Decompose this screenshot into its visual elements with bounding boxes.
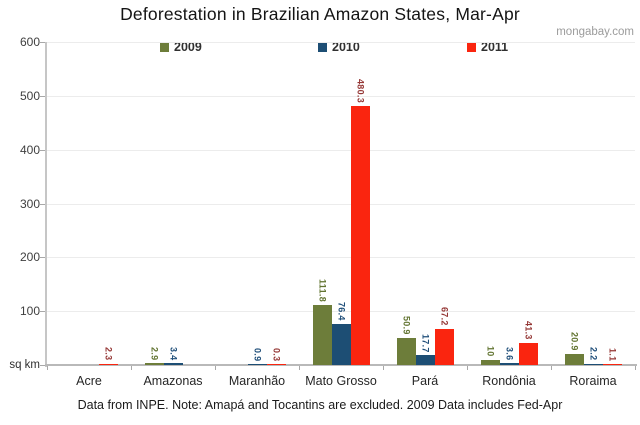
bar-2010-mato-grosso <box>331 323 351 365</box>
x-axis-tick <box>635 366 636 370</box>
y-axis-unit-label: sq km <box>9 359 40 371</box>
y-axis-tick <box>40 95 45 97</box>
y-axis-tick <box>40 203 45 205</box>
x-axis-tick <box>383 366 384 370</box>
y-tick-label: 300 <box>19 196 40 211</box>
x-axis-tick <box>299 366 300 370</box>
chart-title: Deforestation in Brazilian Amazon States… <box>120 4 520 24</box>
bar-2009-amazonas <box>144 363 164 365</box>
legend-label-2009: 2009 <box>174 40 202 54</box>
bar-value-label-2011-mato-grosso: 480.3 <box>355 79 366 104</box>
legend: 2009 2010 2011 <box>0 40 640 54</box>
legend-swatch-2009 <box>160 42 169 52</box>
bar-2010-amazonas <box>163 363 183 365</box>
bar-2011-acre <box>98 363 118 365</box>
bar-value-label-2011-par-: 67.2 <box>439 307 450 326</box>
watermark: mongabay.com <box>556 26 634 38</box>
x-category-label-maranh-o: Maranhão <box>228 374 286 388</box>
y-tick-label: 400 <box>19 142 40 157</box>
x-category-label-par-: Pará <box>411 374 439 388</box>
y-tick-label: 500 <box>19 88 40 103</box>
bar-2009-mato-grosso <box>312 304 332 365</box>
bar-2010-roraima <box>583 363 603 365</box>
x-axis-tick <box>131 366 132 370</box>
bar-value-label-2009-rond-nia: 10 <box>485 346 496 357</box>
bar-group-rond-nia: 10 3.6 41.3 <box>467 42 551 365</box>
bar-2010-maranh-o <box>247 364 267 365</box>
bar-2009-rond-nia <box>480 359 500 365</box>
source-caption: Data from INPE. Note: Amapá and Tocantin… <box>77 398 563 412</box>
x-axis-tick <box>215 366 216 370</box>
bar-value-label-2009-roraima: 20.9 <box>569 332 580 351</box>
gridline <box>47 203 635 205</box>
bar-value-label-2010-roraima: 2.2 <box>588 347 599 361</box>
bar-group-par-: 50.9 17.7 67.2 <box>383 42 467 365</box>
bar-value-label-2011-rond-nia: 41.3 <box>523 321 534 340</box>
gridline <box>47 311 635 313</box>
bar-group-acre: 2.3 <box>47 42 131 365</box>
y-tick-label: 600 <box>19 35 40 49</box>
gridline <box>47 95 635 97</box>
bar-value-label-2009-amazonas: 2.9 <box>149 347 160 361</box>
bar-2009-roraima <box>564 353 584 365</box>
gridline <box>47 149 635 151</box>
x-axis-tick <box>551 366 552 370</box>
bar-value-label-2010-rond-nia: 3.6 <box>504 346 515 361</box>
bar-value-label-2010-mato-grosso: 76.4 <box>336 302 347 321</box>
bar-2011-mato-grosso <box>350 106 370 365</box>
y-axis-tick <box>40 311 45 313</box>
x-category-label-rond-nia: Rondônia <box>482 374 536 388</box>
bar-2011-maranh-o <box>266 364 286 365</box>
x-category-label-mato-grosso: Mato Grosso <box>305 374 377 388</box>
legend-item-2011: 2011 <box>467 40 508 54</box>
y-tick-label: 200 <box>19 250 40 265</box>
bar-value-label-2010-par-: 17.7 <box>420 333 431 353</box>
bar-value-label-2010-amazonas: 3.4 <box>168 346 179 361</box>
legend-swatch-2011 <box>467 42 476 52</box>
bar-group-maranh-o: 0.9 0.3 <box>215 42 299 365</box>
x-axis-tick <box>47 366 48 370</box>
bar-2011-par- <box>434 328 454 365</box>
bar-value-label-2011-maranh-o: 0.3 <box>271 347 282 361</box>
y-axis <box>45 42 47 367</box>
bar-2011-roraima <box>602 364 622 365</box>
legend-label-2010: 2010 <box>332 40 360 54</box>
y-tick-label: 100 <box>19 304 40 319</box>
legend-swatch-2010 <box>318 42 327 52</box>
x-axis-tick <box>467 366 468 370</box>
bar-group-roraima: 20.9 2.2 1.1 <box>551 42 635 365</box>
bar-value-label-2009-mato-grosso: 111.8 <box>317 278 328 302</box>
y-axis-tick <box>40 257 45 259</box>
bar-2011-rond-nia <box>518 342 538 365</box>
x-category-label-amazonas: Amazonas <box>143 374 203 388</box>
bar-value-label-2011-roraima: 1.1 <box>607 347 618 361</box>
bar-value-label-2010-maranh-o: 0.9 <box>252 347 263 361</box>
gridline <box>47 42 635 43</box>
x-category-label-acre: Acre <box>76 374 102 388</box>
bar-value-label-2009-par-: 50.9 <box>401 315 412 335</box>
bar-2010-rond-nia <box>499 363 519 365</box>
x-category-label-roraima: Roraima <box>569 374 617 388</box>
y-axis-tick <box>40 42 45 43</box>
bar-2009-par- <box>396 337 416 365</box>
legend-label-2011: 2011 <box>481 40 509 54</box>
bar-value-label-2011-acre: 2.3 <box>103 347 114 361</box>
x-axis <box>45 364 637 366</box>
y-axis-tick <box>40 365 45 366</box>
legend-item-2010: 2010 <box>318 40 360 54</box>
bar-2010-par- <box>415 355 435 365</box>
gridline <box>47 257 635 259</box>
bar-group-mato-grosso: 111.8 76.4 480.3 <box>299 42 383 365</box>
y-axis-tick <box>40 149 45 151</box>
legend-item-2009: 2009 <box>160 40 202 54</box>
bar-group-amazonas: 2.9 3.4 <box>131 42 215 365</box>
